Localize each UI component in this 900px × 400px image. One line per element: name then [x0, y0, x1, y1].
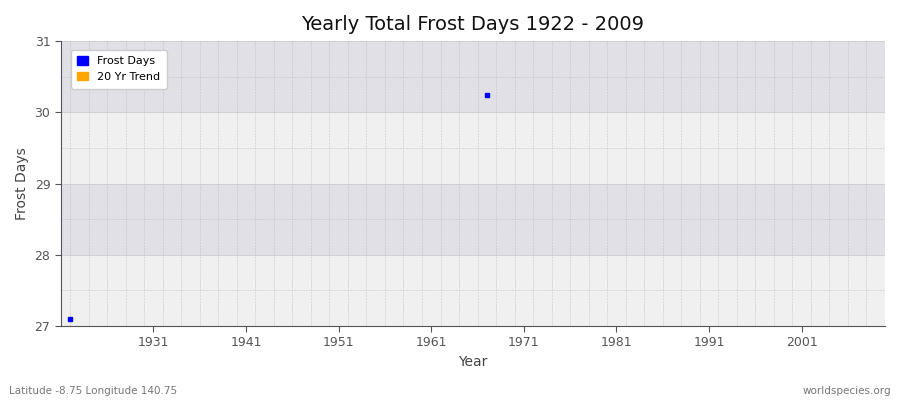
Bar: [61, 41, 885, 112]
Bar: [61, 255, 885, 326]
X-axis label: Year: Year: [458, 355, 488, 369]
Text: worldspecies.org: worldspecies.org: [803, 386, 891, 396]
Text: Latitude -8.75 Longitude 140.75: Latitude -8.75 Longitude 140.75: [9, 386, 177, 396]
Bar: [61, 184, 885, 255]
Y-axis label: Frost Days: Frost Days: [15, 147, 29, 220]
Title: Yearly Total Frost Days 1922 - 2009: Yearly Total Frost Days 1922 - 2009: [302, 15, 644, 34]
Bar: [61, 112, 885, 184]
Legend: Frost Days, 20 Yr Trend: Frost Days, 20 Yr Trend: [70, 50, 167, 89]
